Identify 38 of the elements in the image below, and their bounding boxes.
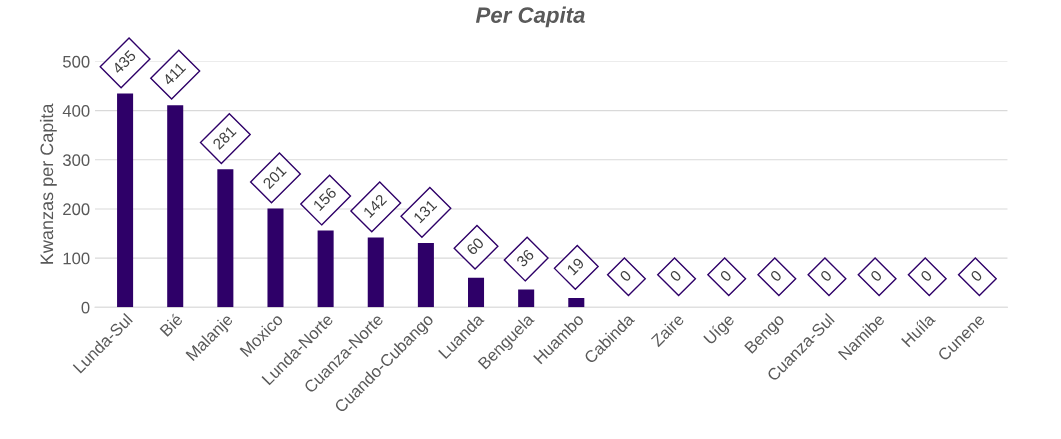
bar: [217, 169, 234, 308]
y-tick-label: 300: [62, 154, 90, 166]
data-label: 156: [312, 186, 338, 212]
x-tick-label: Uíge: [702, 312, 738, 348]
bar: [518, 289, 535, 308]
data-label: 19: [566, 257, 585, 276]
y-tick-label: 0: [81, 301, 90, 314]
y-axis-title: Kwanzas per Capita: [39, 103, 57, 264]
data-label: 0: [970, 269, 983, 283]
data-label: 36: [515, 248, 535, 268]
data-label: 0: [619, 269, 632, 283]
bar: [468, 277, 485, 308]
bar: [167, 105, 184, 308]
data-label: 0: [919, 269, 933, 283]
bar: [267, 208, 284, 308]
data-label: 0: [869, 269, 883, 283]
y-tick-label: 500: [63, 55, 90, 68]
data-label: 0: [819, 269, 833, 283]
y-tick-label: 100: [63, 252, 90, 265]
bar: [367, 237, 384, 308]
x-tick-label: Bié: [159, 312, 184, 337]
bar: [317, 230, 334, 308]
data-label: 411: [162, 61, 187, 86]
bar: [417, 242, 434, 308]
data-label: 435: [111, 49, 137, 75]
y-tick-label: 400: [62, 105, 90, 117]
data-label: 0: [769, 269, 783, 283]
data-label: 281: [212, 125, 237, 150]
y-tick-label: 200: [63, 203, 90, 216]
bar: [117, 93, 134, 308]
data-label: 131: [412, 199, 438, 224]
chart-title: Per Capita: [475, 6, 585, 28]
bar: [568, 297, 585, 308]
data-label: 60: [465, 236, 485, 256]
data-label: 142: [362, 193, 388, 218]
data-label: 201: [262, 164, 287, 190]
data-label: 0: [719, 269, 733, 283]
data-label: 0: [669, 269, 683, 283]
